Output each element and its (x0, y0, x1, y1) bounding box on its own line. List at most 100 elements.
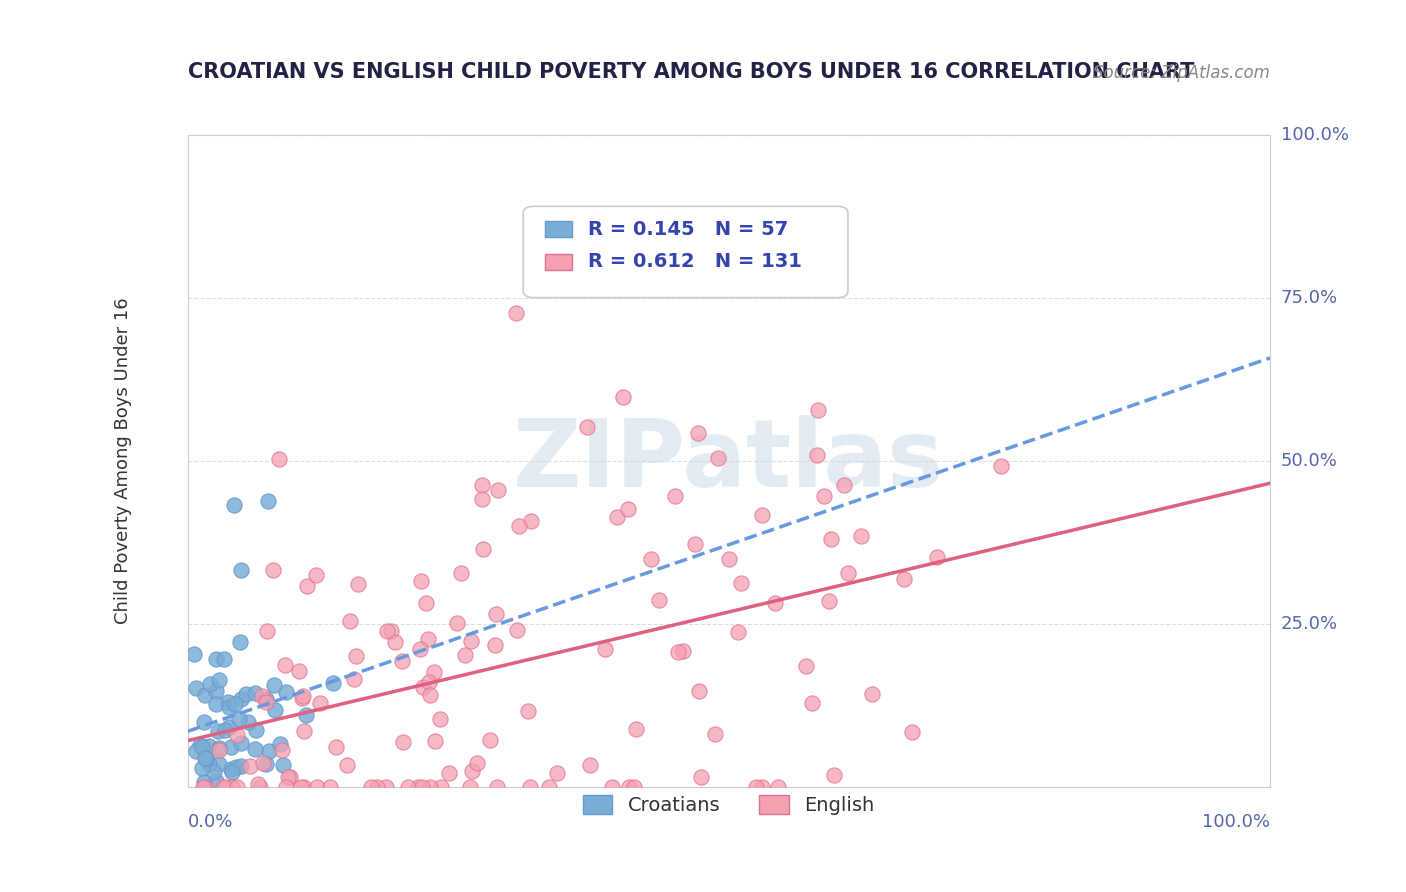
Point (229, 692, 252, 706)
Point (194, 750, 217, 764)
Point (207, 723, 229, 738)
Point (813, 489, 835, 503)
Point (335, 757, 357, 772)
Point (290, 780, 312, 794)
Point (600, 780, 623, 794)
Point (221, 739, 243, 754)
Point (224, 498, 246, 512)
Point (193, 775, 215, 789)
Point (218, 720, 240, 734)
Point (446, 615, 468, 630)
Point (346, 577, 368, 591)
Point (640, 551, 662, 566)
Point (256, 624, 278, 639)
Point (538, 780, 561, 794)
Point (392, 735, 415, 749)
Point (195, 752, 218, 766)
Point (263, 678, 285, 692)
Point (291, 689, 314, 703)
Point (228, 634, 250, 648)
Point (837, 566, 859, 580)
Point (606, 510, 628, 524)
Point (292, 724, 315, 739)
Point (800, 696, 823, 710)
Point (212, 652, 235, 666)
Point (291, 690, 314, 705)
Point (717, 551, 740, 566)
Text: Source: ZipAtlas.com: Source: ZipAtlas.com (1092, 64, 1270, 82)
Point (221, 764, 243, 779)
Point (214, 723, 236, 738)
Text: R = 0.612   N = 131: R = 0.612 N = 131 (588, 252, 801, 271)
Point (295, 708, 318, 723)
Point (751, 780, 773, 794)
Point (193, 714, 215, 729)
Point (183, 647, 205, 661)
Point (419, 688, 441, 702)
Point (339, 614, 361, 628)
Point (472, 542, 495, 557)
Point (198, 739, 221, 753)
Point (485, 607, 508, 622)
Point (202, 765, 225, 780)
Text: 100.0%: 100.0% (1202, 813, 1270, 831)
Point (375, 780, 398, 794)
Point (269, 737, 291, 751)
Point (305, 780, 328, 794)
Point (221, 780, 243, 794)
Point (231, 759, 253, 773)
Point (245, 723, 267, 737)
Point (276, 684, 298, 698)
Text: ZIPatlas: ZIPatlas (513, 415, 945, 507)
Point (249, 780, 271, 794)
Point (423, 665, 446, 679)
Point (204, 652, 226, 666)
Bar (546, 253, 572, 270)
Point (672, 644, 695, 658)
Point (274, 657, 297, 672)
Point (465, 756, 488, 770)
Bar (546, 221, 572, 237)
Point (745, 780, 768, 794)
Point (851, 528, 873, 542)
Text: Child Poverty Among Boys Under 16: Child Poverty Among Boys Under 16 (114, 297, 132, 624)
Point (901, 725, 924, 739)
Point (224, 698, 246, 712)
Point (454, 648, 477, 663)
Point (243, 686, 266, 700)
Point (277, 770, 299, 784)
Point (415, 597, 437, 611)
Point (264, 703, 287, 717)
Point (411, 574, 433, 588)
Point (205, 774, 228, 789)
Point (375, 624, 398, 638)
Point (730, 576, 752, 591)
Point (257, 744, 280, 758)
Point (460, 634, 482, 648)
Point (668, 645, 690, 659)
Point (271, 743, 294, 757)
Point (751, 508, 773, 522)
Point (194, 780, 217, 794)
Point (254, 692, 277, 706)
Point (322, 675, 344, 690)
Point (461, 764, 484, 778)
Point (818, 594, 841, 608)
Point (418, 674, 440, 689)
Point (990, 458, 1012, 473)
Point (254, 695, 277, 709)
Point (893, 572, 915, 586)
Text: R = 0.145   N = 57: R = 0.145 N = 57 (588, 219, 789, 239)
Point (198, 757, 221, 772)
Point (794, 659, 817, 673)
Point (297, 579, 319, 593)
Point (412, 680, 434, 694)
Point (430, 780, 453, 794)
Point (766, 780, 789, 794)
Point (576, 420, 599, 434)
Point (458, 780, 481, 794)
Text: 25.0%: 25.0% (1281, 615, 1339, 632)
Point (191, 780, 214, 794)
Point (648, 593, 671, 607)
Point (198, 676, 221, 690)
